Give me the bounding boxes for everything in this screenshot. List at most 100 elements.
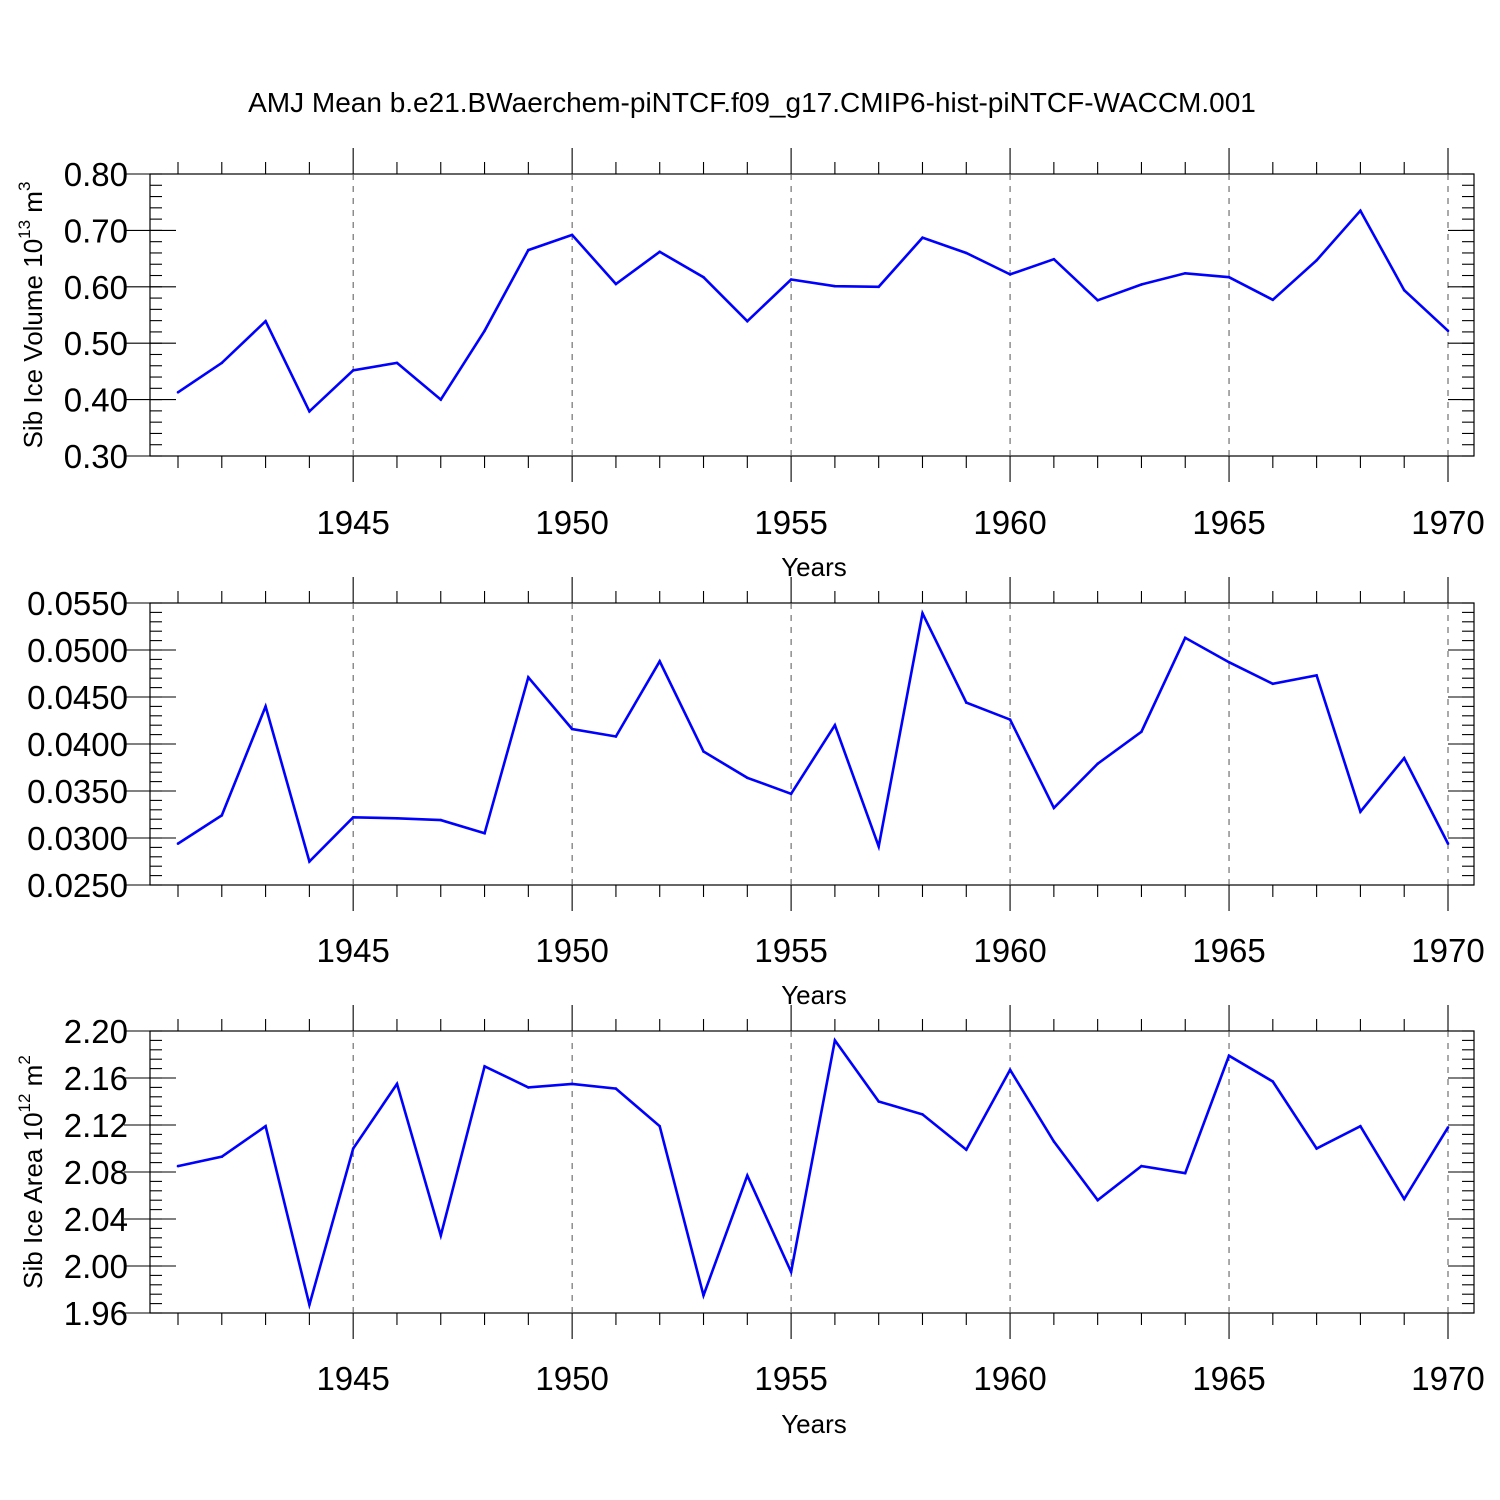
data-point bbox=[395, 361, 399, 365]
y-tick-label: 0.0250 bbox=[27, 867, 128, 904]
data-point bbox=[789, 278, 793, 281]
data-point bbox=[351, 816, 355, 819]
data-point bbox=[308, 860, 311, 863]
y-tick-label: 2.16 bbox=[64, 1060, 128, 1097]
data-point bbox=[1096, 1198, 1099, 1202]
data-point bbox=[833, 1039, 837, 1042]
x-tick-label: 1945 bbox=[316, 1360, 389, 1397]
x-tick-label: 1955 bbox=[754, 504, 827, 541]
data-point bbox=[439, 818, 443, 822]
data-point bbox=[1446, 329, 1450, 333]
data-point bbox=[1227, 660, 1231, 664]
data-point bbox=[1052, 257, 1056, 261]
data-point bbox=[176, 391, 180, 394]
data-point bbox=[1359, 209, 1362, 212]
data-point bbox=[1052, 1140, 1056, 1143]
data-point bbox=[264, 705, 267, 708]
x-axis-title: Years bbox=[781, 552, 847, 582]
y-tick-label: 0.80 bbox=[64, 156, 128, 193]
data-point bbox=[965, 1148, 968, 1151]
y-axis-title-part: 3 bbox=[15, 182, 34, 191]
x-tick-label: 1970 bbox=[1411, 1360, 1484, 1397]
data-point bbox=[702, 1294, 705, 1297]
x-tick-label: 1965 bbox=[1192, 504, 1265, 541]
x-tick-label: 1950 bbox=[535, 1360, 608, 1397]
data-point bbox=[1140, 1164, 1143, 1168]
data-point bbox=[220, 1155, 224, 1158]
data-point bbox=[1271, 682, 1275, 686]
panel-1: 1945 1950 1955 1960 1965 1970 Years 0.30 0.40 0.5… bbox=[15, 148, 1485, 582]
panel-3: 1945 1950 1955 1960 1965 1970 Years 1.96 2.00 2.0… bbox=[15, 1005, 1485, 1439]
y-tick-label: 0.0400 bbox=[27, 726, 128, 763]
data-point bbox=[658, 1124, 661, 1128]
data-point bbox=[833, 284, 837, 288]
data-point bbox=[264, 1124, 267, 1128]
data-point bbox=[1446, 842, 1450, 845]
y-tick-label: 2.12 bbox=[64, 1107, 128, 1144]
y-tick-label: 0.60 bbox=[64, 269, 128, 306]
data-point bbox=[1402, 1197, 1406, 1201]
x-tick-label: 1965 bbox=[1192, 932, 1265, 969]
data-point bbox=[833, 723, 837, 727]
panel-2: 1945 1950 1955 1960 1965 1970 Years 0.0250 0.030… bbox=[27, 577, 1485, 1010]
data-point bbox=[1315, 674, 1318, 677]
data-point bbox=[921, 236, 924, 239]
data-point bbox=[264, 319, 267, 323]
y-axis-title: Sib Ice Volume 1013 m3 bbox=[15, 182, 48, 449]
y-axis-title: Sib Ice Area 1012 m2 bbox=[15, 1055, 48, 1289]
series-line bbox=[177, 208, 1449, 414]
data-point bbox=[395, 817, 399, 820]
y-tick-label: 1.96 bbox=[64, 1295, 128, 1332]
data-point bbox=[746, 776, 749, 780]
data-point bbox=[965, 251, 968, 255]
y-tick-label: 2.08 bbox=[64, 1154, 128, 1191]
y-tick-label: 0.70 bbox=[64, 212, 128, 249]
data-point bbox=[965, 701, 968, 704]
y-tick-label: 0.0300 bbox=[27, 820, 128, 857]
data-point bbox=[658, 250, 661, 254]
x-tick-label: 1960 bbox=[973, 504, 1046, 541]
y-axis-title-part: 13 bbox=[15, 220, 34, 239]
data-point bbox=[1096, 299, 1099, 302]
data-point bbox=[176, 842, 180, 845]
data-point bbox=[1446, 1126, 1450, 1129]
x-tick-label: 1965 bbox=[1192, 1360, 1265, 1397]
data-point bbox=[1008, 718, 1012, 721]
data-point bbox=[439, 1234, 443, 1237]
y-axis-title-part: 12 bbox=[15, 1094, 34, 1113]
data-point bbox=[1402, 288, 1406, 292]
x-tick-label: 1970 bbox=[1411, 504, 1484, 541]
data-point bbox=[351, 1147, 355, 1150]
plot-frame bbox=[149, 173, 1475, 457]
data-point bbox=[1096, 762, 1099, 765]
x-tick-label: 1950 bbox=[535, 932, 608, 969]
series-line bbox=[177, 609, 1450, 864]
x-axis-title: Years bbox=[781, 1409, 847, 1439]
data-point bbox=[527, 248, 530, 252]
y-tick-label: 0.0550 bbox=[27, 585, 128, 622]
data-point bbox=[439, 398, 443, 401]
y-tick-label: 2.00 bbox=[64, 1248, 128, 1285]
x-axis-title: Years bbox=[781, 980, 847, 1010]
y-tick-label: 0.50 bbox=[64, 325, 128, 362]
data-point bbox=[877, 285, 880, 289]
data-point bbox=[921, 1113, 924, 1116]
data-point bbox=[789, 792, 793, 796]
data-point bbox=[746, 1174, 749, 1177]
data-point bbox=[1183, 636, 1187, 640]
data-point bbox=[570, 727, 574, 731]
data-point bbox=[395, 1082, 399, 1086]
data-point bbox=[702, 750, 705, 753]
panels: 1945 1950 1955 1960 1965 1970 Years 0.30 0.40 0.5… bbox=[15, 148, 1485, 1439]
y-tick-label: 0.30 bbox=[64, 438, 128, 475]
data-point bbox=[1402, 756, 1406, 760]
y-tick-label: 0.0500 bbox=[27, 632, 128, 669]
data-point bbox=[1183, 1171, 1187, 1175]
y-tick-label: 2.04 bbox=[64, 1201, 128, 1238]
series-line bbox=[177, 1037, 1450, 1310]
x-tick-label: 1945 bbox=[316, 504, 389, 541]
y-axis-title-part: 2 bbox=[15, 1055, 34, 1064]
